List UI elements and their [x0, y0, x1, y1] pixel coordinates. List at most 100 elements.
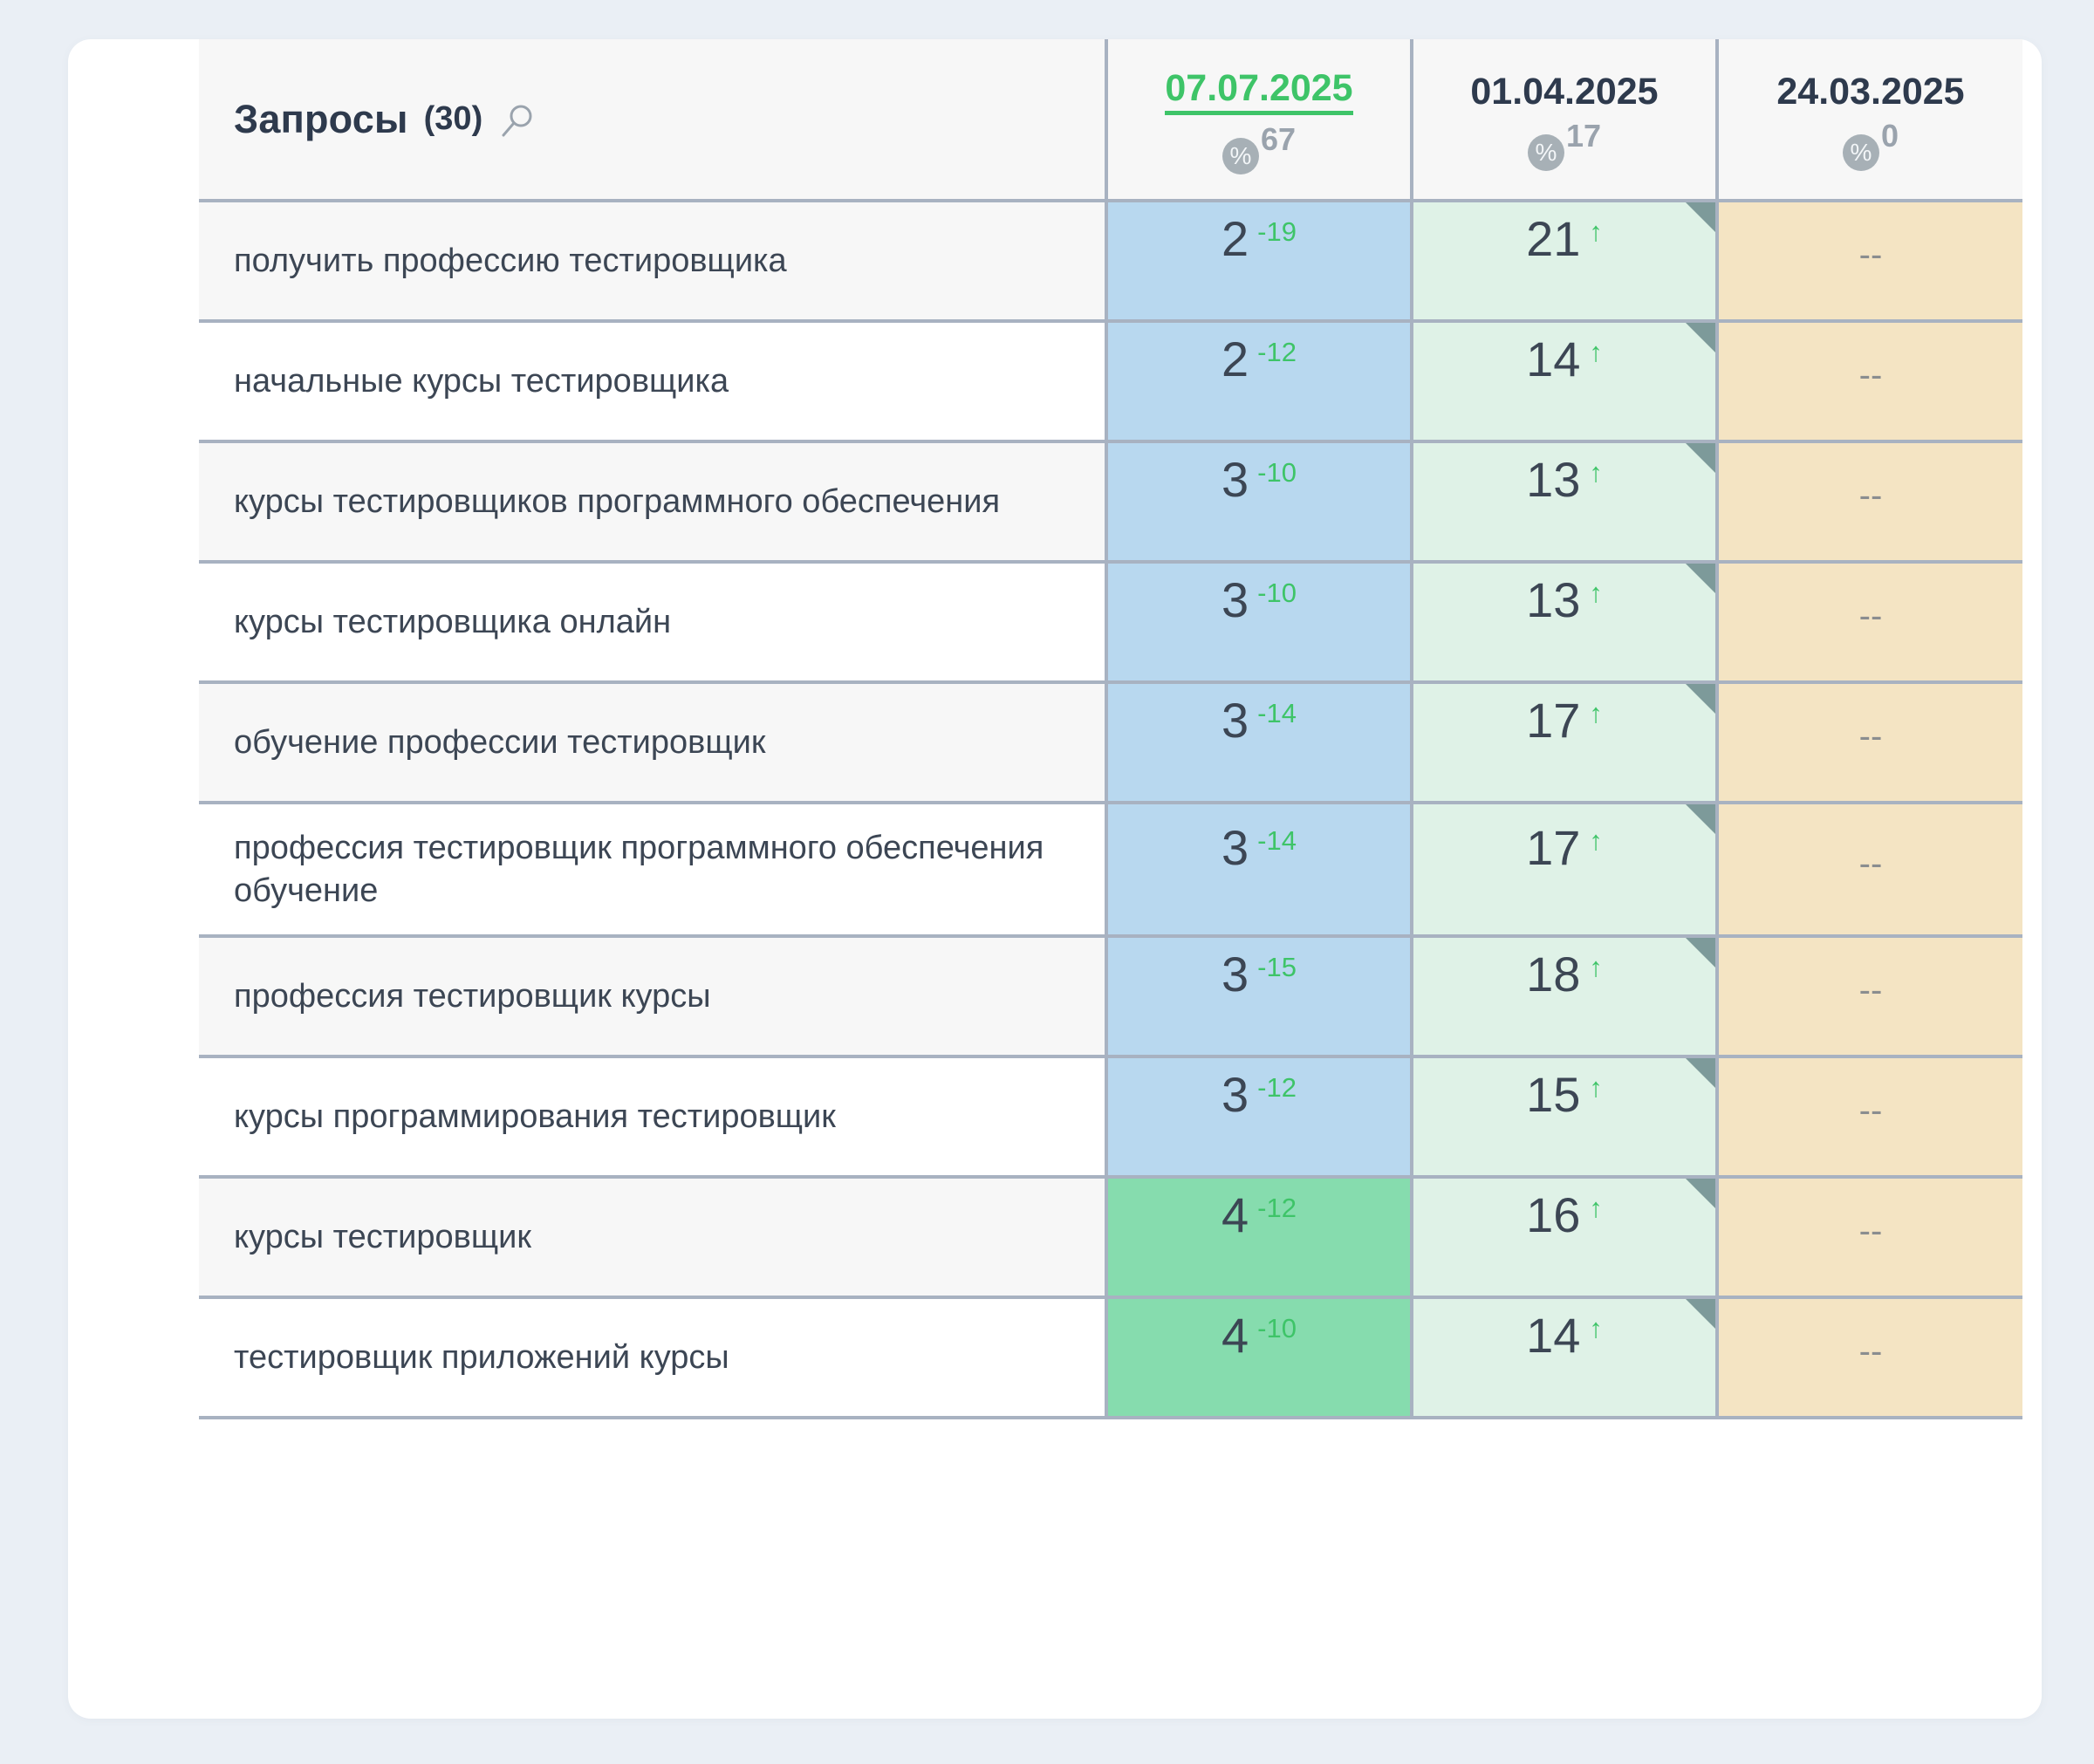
position-delta: ↑ [1589, 952, 1603, 983]
table-row[interactable]: тестировщик приложений курсы 4 -10 14 ↑ -- [199, 1297, 2022, 1420]
keyword-cell[interactable]: начальные курсы тестировщика [199, 321, 1106, 443]
position-delta: ↑ [1589, 698, 1603, 728]
table-row[interactable]: курсы тестировщик 4 -12 16 ↑ -- [199, 1177, 2022, 1300]
position-value: 2 [1222, 332, 1249, 386]
date-header-inner-0: 07.07.2025 % 67 [1108, 64, 1410, 174]
position-cell-inner: -- [1719, 811, 2022, 928]
position-cell-0[interactable]: 2 -19 [1105, 201, 1412, 323]
position-cell-2[interactable]: -- [1715, 803, 2022, 939]
folded-corner-icon [1686, 202, 1715, 232]
table-row[interactable]: получить профессию тестировщика 2 -19 21 ↑ -- [199, 201, 2022, 323]
position-cell-1[interactable]: 13 ↑ [1410, 441, 1717, 564]
empty-value: -- [1858, 717, 1883, 756]
empty-value: -- [1858, 236, 1883, 274]
position-cell-inner: -- [1719, 1299, 2022, 1416]
table-row[interactable]: обучение профессии тестировщик 3 -14 17 ↑ -- [199, 682, 2022, 804]
position-delta: ↑ [1589, 1193, 1603, 1224]
position-delta: ↑ [1589, 578, 1603, 608]
folded-corner-icon [1686, 323, 1715, 352]
search-icon[interactable] [498, 103, 535, 140]
keyword-cell[interactable]: курсы тестировщиков программного обеспеч… [199, 441, 1106, 564]
position-cell-0[interactable]: 3 -12 [1105, 1056, 1412, 1179]
position-value: 13 [1526, 572, 1581, 627]
table-row[interactable]: профессия тестировщик курсы 3 -15 18 ↑ -- [199, 936, 2022, 1059]
table-body: получить профессию тестировщика 2 -19 21 ↑ --… [199, 201, 2022, 1420]
keyword-cell[interactable]: обучение профессии тестировщик [199, 682, 1106, 804]
table-header: Запросы (30) 07.07.20 [199, 39, 2022, 202]
date-column-header-0[interactable]: 07.07.2025 % 67 [1105, 39, 1412, 202]
folded-corner-icon [1686, 1058, 1715, 1089]
date-label-0[interactable]: 07.07.2025 [1165, 69, 1353, 115]
keyword-cell[interactable]: курсы тестировщик [199, 1177, 1106, 1300]
table-row[interactable]: курсы тестировщика онлайн 3 -10 13 ↑ -- [199, 562, 2022, 684]
folded-corner-icon [1686, 1299, 1715, 1330]
position-cell-inner: 16 ↑ [1413, 1179, 1715, 1296]
position-cell-1[interactable]: 21 ↑ [1410, 201, 1717, 323]
position-cell-0[interactable]: 4 -10 [1105, 1297, 1412, 1420]
position-cell-2[interactable]: -- [1715, 1177, 2022, 1300]
position-delta: ↑ [1589, 457, 1603, 488]
position-value: 18 [1526, 947, 1581, 1002]
position-cell-inner: 4 -10 [1108, 1299, 1410, 1416]
position-cell-inner: 4 -12 [1108, 1179, 1410, 1296]
position-cell-1[interactable]: 13 ↑ [1410, 562, 1717, 684]
position-cell-1[interactable]: 17 ↑ [1410, 682, 1717, 804]
position-cell-2[interactable]: -- [1715, 321, 2022, 443]
position-cell-0[interactable]: 3 -10 [1105, 441, 1412, 564]
position-delta: -12 [1257, 1193, 1297, 1224]
keyword-cell[interactable]: тестировщик приложений курсы [199, 1297, 1106, 1420]
position-cell-inner: 3 -14 [1108, 811, 1410, 928]
date-column-header-2[interactable]: 24.03.2025 % 0 [1715, 39, 2022, 202]
table-row[interactable]: курсы тестировщиков программного обеспеч… [199, 441, 2022, 564]
folded-corner-icon [1686, 443, 1715, 473]
position-cell-0[interactable]: 2 -12 [1105, 321, 1412, 443]
position-cell-1[interactable]: 17 ↑ [1410, 803, 1717, 939]
position-cell-0[interactable]: 3 -14 [1105, 803, 1412, 939]
percent-icon-1: % [1527, 134, 1564, 172]
position-cell-1[interactable]: 14 ↑ [1410, 1297, 1717, 1420]
position-cell-1[interactable]: 16 ↑ [1410, 1177, 1717, 1300]
keyword-cell[interactable]: курсы тестировщика онлайн [199, 562, 1106, 684]
position-delta: -14 [1257, 698, 1297, 728]
position-cell-inner: 14 ↑ [1413, 323, 1715, 440]
table-row[interactable]: профессия тестировщик программного обесп… [199, 803, 2022, 939]
empty-value: -- [1858, 971, 1883, 1010]
date-label-2[interactable]: 24.03.2025 [1776, 70, 1965, 113]
position-cell-inner: 17 ↑ [1413, 811, 1715, 928]
keyword-cell[interactable]: профессия тестировщик курсы [199, 936, 1106, 1059]
position-value: 2 [1222, 211, 1249, 266]
position-delta: -19 [1257, 216, 1297, 247]
position-cell-inner: 3 -15 [1108, 938, 1410, 1055]
empty-value: -- [1858, 1332, 1883, 1371]
position-cell-0[interactable]: 3 -10 [1105, 562, 1412, 684]
position-cell-1[interactable]: 18 ↑ [1410, 936, 1717, 1059]
keywords-title: Запросы [234, 96, 408, 141]
empty-value: -- [1858, 476, 1883, 515]
position-cell-2[interactable]: -- [1715, 936, 2022, 1059]
position-cell-2[interactable]: -- [1715, 201, 2022, 323]
date-label-1[interactable]: 01.04.2025 [1470, 70, 1659, 113]
keywords-count: (30) [423, 100, 483, 137]
position-cell-inner: 15 ↑ [1413, 1058, 1715, 1175]
empty-value: -- [1858, 1212, 1883, 1251]
empty-value: -- [1858, 1091, 1883, 1131]
keyword-cell[interactable]: курсы программирования тестировщик [199, 1056, 1106, 1179]
position-cell-1[interactable]: 15 ↑ [1410, 1056, 1717, 1179]
position-cell-1[interactable]: 14 ↑ [1410, 321, 1717, 443]
keyword-positions-table: Запросы (30) 07.07.20 [199, 39, 2022, 1420]
keyword-cell[interactable]: профессия тестировщик программного обесп… [199, 803, 1106, 939]
position-cell-0[interactable]: 3 -14 [1105, 682, 1412, 804]
position-cell-2[interactable]: -- [1715, 682, 2022, 804]
position-cell-2[interactable]: -- [1715, 1056, 2022, 1179]
position-cell-2[interactable]: -- [1715, 1297, 2022, 1420]
folded-corner-icon [1686, 804, 1715, 834]
date-column-header-1[interactable]: 01.04.2025 % 17 [1410, 39, 1717, 202]
table-row[interactable]: начальные курсы тестировщика 2 -12 14 ↑ -- [199, 321, 2022, 443]
position-cell-2[interactable]: -- [1715, 441, 2022, 564]
position-cell-0[interactable]: 4 -12 [1105, 1177, 1412, 1300]
table-row[interactable]: курсы программирования тестировщик 3 -12 15… [199, 1056, 2022, 1179]
position-cell-2[interactable]: -- [1715, 562, 2022, 684]
keyword-cell[interactable]: получить профессию тестировщика [199, 201, 1106, 323]
position-delta: -12 [1257, 1072, 1297, 1104]
position-cell-0[interactable]: 3 -15 [1105, 936, 1412, 1059]
